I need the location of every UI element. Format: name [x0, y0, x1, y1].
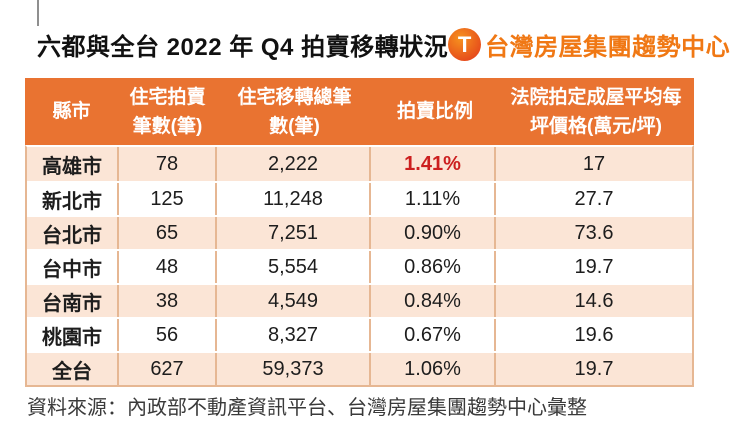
table-cell: 台中市	[27, 251, 119, 283]
table-cell: 19.7	[574, 255, 614, 278]
table-cell: 48	[119, 251, 217, 283]
table-cell: 11,248	[217, 183, 371, 215]
table-cell: 桃園市	[27, 319, 119, 351]
table-cell: 高雄市	[27, 147, 119, 181]
column-header-0: 縣市	[52, 101, 91, 122]
page-title: 六都與全台 2022 年 Q4 拍賣移轉狀況	[37, 33, 449, 61]
column-header-2: 住宅移轉總筆 數(筆)	[237, 86, 352, 137]
column-header-4: 法院拍定成屋平均每 坪價格(萬元/坪)	[510, 86, 682, 137]
table-cell: 7,251	[217, 217, 371, 249]
table-cell: 8,327	[217, 319, 371, 351]
table-cell: 0.86%	[371, 251, 496, 283]
brand-logo: T 台灣房屋集團趨勢中心	[448, 27, 730, 62]
table-row: 台中市 48 5,554 0.86% 19.7	[27, 249, 692, 283]
table-cell: 0.84%	[371, 285, 496, 317]
table-cell: 38	[119, 285, 217, 317]
table-body: 高雄市 78 2,222 1.41% 17 新北市 125 11,248 1.11% 27.7 台北…	[25, 145, 694, 387]
table-cell: 0.67%	[371, 319, 496, 351]
taiwan-housing-logo-icon: T	[448, 27, 482, 61]
table-row: 桃園市 56 8,327 0.67% 19.6	[27, 317, 692, 351]
table-cell: 台北市	[27, 217, 119, 249]
table-row: 台南市 38 4,549 0.84% 14.6	[27, 283, 692, 317]
table-cell: 59,373	[217, 353, 371, 385]
brand-logo-text: 台灣房屋集團趨勢中心	[485, 33, 731, 61]
table-cell: 17	[582, 152, 606, 175]
column-header-3: 拍賣比例	[396, 101, 473, 122]
table-cell: 1.41%	[371, 147, 496, 181]
table-cell: 56	[119, 319, 217, 351]
table-cell: 台南市	[27, 285, 119, 317]
auction-table: 縣市 住宅拍賣 筆數(筆) 住宅移轉總筆 數(筆) 拍賣比例 法院拍定成屋平均每 坪價格(萬元…	[25, 78, 694, 387]
table-row: 高雄市 78 2,222 1.41% 17	[27, 147, 692, 181]
table-header-row: 縣市 住宅拍賣 筆數(筆) 住宅移轉總筆 數(筆) 拍賣比例 法院拍定成屋平均每 坪價格(萬元…	[25, 78, 694, 145]
table-row: 台北市 65 7,251 0.90% 73.6	[27, 215, 692, 249]
table-cell: 新北市	[27, 183, 119, 215]
table-cell: 全台	[27, 353, 119, 385]
header-bar: 六都與全台 2022 年 Q4 拍賣移轉狀況 T 台灣房屋集團趨勢中心	[37, 24, 730, 64]
table-cell: 19.7	[574, 357, 614, 380]
table-cell: 27.7	[574, 187, 614, 210]
table-cell: 19.6	[574, 323, 614, 346]
column-header-1: 住宅拍賣 筆數(筆)	[129, 86, 206, 137]
table-cell: 627	[119, 353, 217, 385]
table-cell: 65	[119, 217, 217, 249]
table-cell: 4,549	[217, 285, 371, 317]
table-row: 全台 627 59,373 1.06% 19.7	[27, 351, 692, 385]
table-cell: 73.6	[574, 221, 614, 244]
table-cell: 14.6	[574, 289, 614, 312]
table-cell: 0.90%	[371, 217, 496, 249]
table-cell: 1.06%	[371, 353, 496, 385]
table-cell: 2,222	[217, 147, 371, 181]
source-note: 資料來源：內政部不動產資訊平台、台灣房屋集團趨勢中心彙整	[27, 397, 587, 419]
table-cell: 5,554	[217, 251, 371, 283]
table-cell: 78	[119, 147, 217, 181]
table-cell: 1.11%	[371, 183, 496, 215]
cursor-artifact-line	[37, 0, 39, 26]
table-row: 新北市 125 11,248 1.11% 27.7	[27, 181, 692, 215]
table-cell: 125	[119, 183, 217, 215]
